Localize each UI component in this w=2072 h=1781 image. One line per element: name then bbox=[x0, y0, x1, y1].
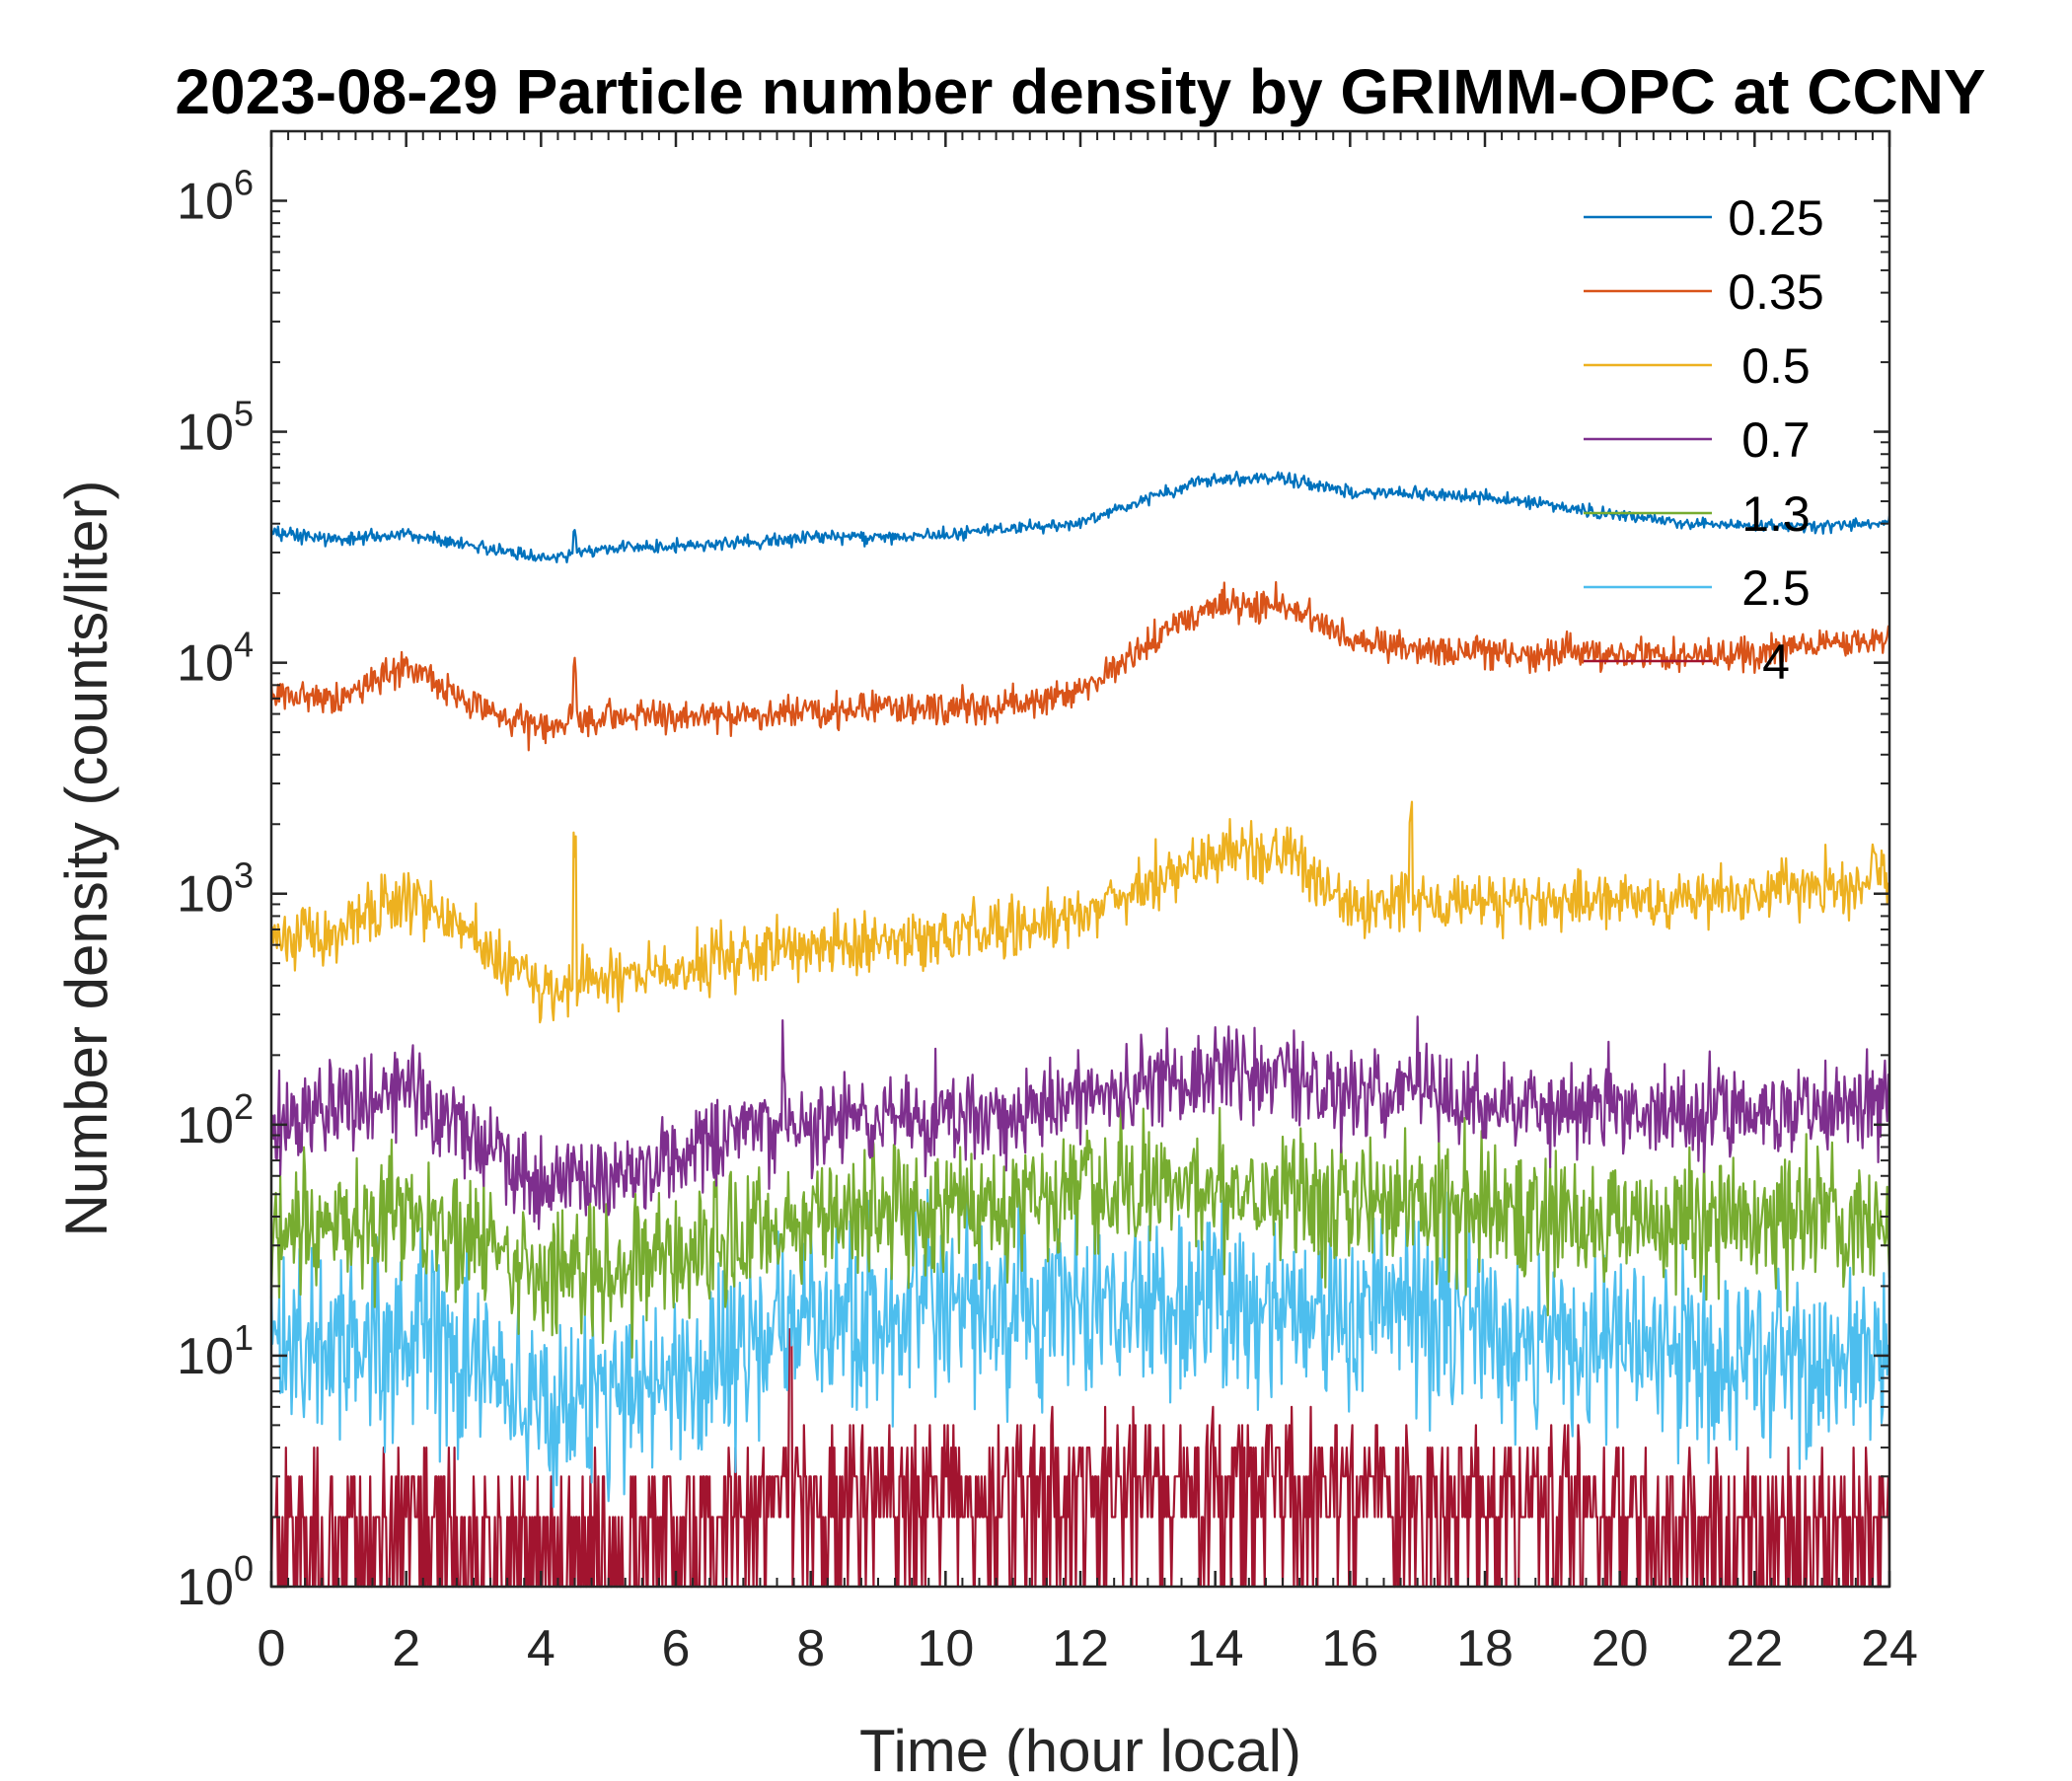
chart-title: 2023-08-29 Particle number density by GR… bbox=[175, 56, 1985, 127]
x-tick-label: 8 bbox=[796, 1620, 825, 1677]
series-line-0.35 bbox=[269, 580, 1891, 752]
y-tick-label: 103 bbox=[177, 855, 254, 924]
legend-label-0.7: 0.7 bbox=[1741, 412, 1811, 468]
x-tick-label: 10 bbox=[917, 1620, 974, 1677]
y-tick-label: 102 bbox=[177, 1086, 254, 1154]
y-tick-label: 104 bbox=[177, 625, 254, 693]
y-tick-label: 101 bbox=[177, 1317, 254, 1385]
legend-label-1.3: 1.3 bbox=[1741, 486, 1811, 542]
y-tick-label: 106 bbox=[177, 162, 254, 230]
x-tick-label: 4 bbox=[527, 1620, 555, 1677]
series-line-1.3 bbox=[269, 1092, 1891, 1359]
series-line-0.25 bbox=[269, 471, 1891, 563]
x-axis-label: Time (hour local) bbox=[859, 1718, 1301, 1776]
tick-label-layer: 0 2 4 6 8 10 12 14 16 18 20 22 241001011021031041051… bbox=[177, 162, 1918, 1677]
series-line-0.7 bbox=[269, 1015, 1891, 1230]
x-tick-label: 6 bbox=[662, 1620, 691, 1677]
x-tick-label: 0 bbox=[258, 1620, 286, 1677]
x-tick-label: 20 bbox=[1591, 1620, 1649, 1677]
x-tick-label: 24 bbox=[1861, 1620, 1918, 1677]
legend-label-4: 4 bbox=[1762, 634, 1790, 690]
tick-layer bbox=[269, 130, 1891, 1589]
legend: 0.25 0.35 0.5 0.7 1.3 2.5 4 bbox=[1584, 190, 1824, 690]
legend-label-0.35: 0.35 bbox=[1728, 264, 1823, 320]
x-tick-label: 22 bbox=[1726, 1620, 1783, 1677]
x-tick-label: 12 bbox=[1052, 1620, 1109, 1677]
legend-label-2.5: 2.5 bbox=[1741, 560, 1811, 616]
x-tick-label: 18 bbox=[1456, 1620, 1514, 1677]
x-tick-label: 2 bbox=[392, 1620, 420, 1677]
y-axis-label: Number density (counts/liter) bbox=[53, 481, 119, 1237]
series-line-0.5 bbox=[269, 800, 1890, 1024]
series-line-2.5 bbox=[269, 1188, 1891, 1509]
y-tick-label: 105 bbox=[177, 394, 254, 462]
x-tick-label: 14 bbox=[1187, 1620, 1244, 1677]
legend-label-0.25: 0.25 bbox=[1728, 190, 1823, 246]
x-tick-label: 16 bbox=[1321, 1620, 1378, 1677]
y-tick-label: 100 bbox=[177, 1548, 254, 1616]
legend-label-0.5: 0.5 bbox=[1741, 338, 1811, 394]
